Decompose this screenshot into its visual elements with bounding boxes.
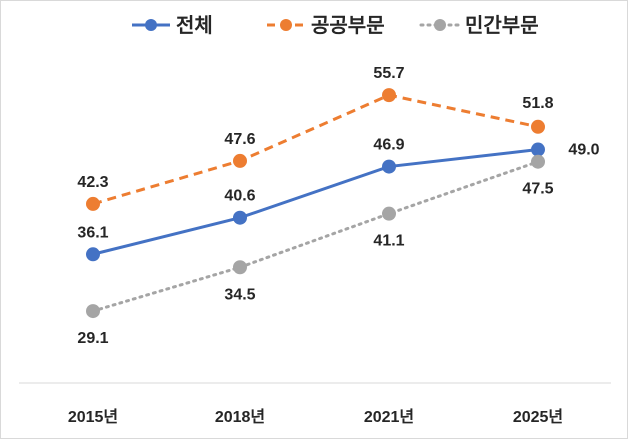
data-label: 51.8 [522,95,553,112]
data-label: 40.6 [224,188,255,205]
legend-label: 공공부문 [311,14,385,37]
legend-marker [280,19,292,31]
legend-label: 전체 [176,14,213,37]
data-point [531,119,545,134]
data-label: 36.1 [77,224,108,241]
series-line-1 [92,93,539,206]
data-label: 46.9 [373,137,404,154]
legend-label: 민간부문 [465,14,539,37]
series-line-2 [91,160,540,313]
data-point [382,159,396,174]
data-label: 34.5 [224,286,255,303]
data-label: 47.6 [224,131,255,148]
legend-marker [145,19,157,31]
data-point [233,153,247,168]
data-point [233,260,247,275]
data-point [86,247,100,262]
data-label: 42.3 [77,174,108,191]
data-point [531,142,545,157]
legend-item-2: 민간부문 [419,14,539,37]
data-label: 47.5 [522,181,553,198]
x-tick-label: 2015년 [68,407,118,426]
data-label: 29.1 [77,330,108,347]
x-tick-label: 2021년 [364,407,414,426]
data-point [86,304,100,319]
data-label: 55.7 [373,65,404,82]
legend-item-0: 전체 [132,14,213,37]
legend-item-1: 공공부문 [267,14,385,37]
data-point [86,196,100,211]
legend-marker [434,19,446,31]
x-tick-label: 2018년 [215,407,265,426]
series-line-0 [92,148,539,256]
data-point [531,154,545,169]
x-tick-label: 2025년 [513,407,563,426]
data-label: 41.1 [373,233,404,250]
data-point [233,210,247,225]
data-point [382,206,396,221]
data-label: 49.0 [568,142,599,159]
data-point [382,88,396,103]
